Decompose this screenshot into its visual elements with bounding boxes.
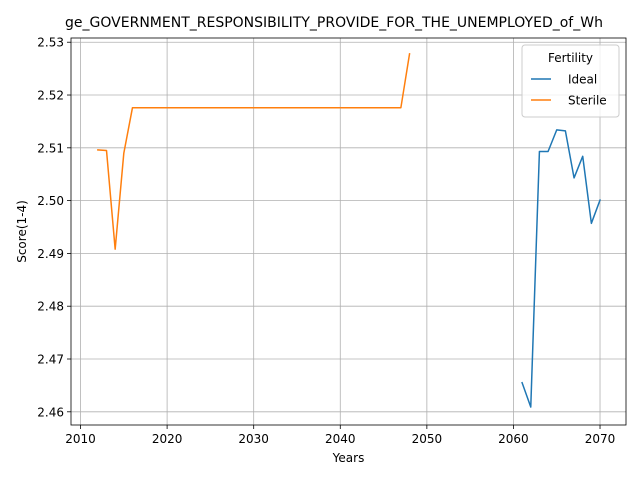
y-tick-label: 2.47 bbox=[37, 353, 64, 367]
series-lines bbox=[97, 52, 601, 408]
axes-frame bbox=[70, 37, 627, 426]
x-tick-label: 2030 bbox=[238, 432, 269, 446]
y-tick-label: 2.51 bbox=[37, 141, 64, 155]
series-line-ideal bbox=[521, 129, 601, 408]
y-axis-label: Score(1-4) bbox=[15, 200, 29, 263]
x-axis-ticks: 2010 2020 2030 2040 2050 2060 2070 bbox=[65, 425, 615, 446]
legend: Fertility Ideal Sterile bbox=[521, 44, 620, 118]
y-tick-label: 2.49 bbox=[37, 247, 64, 261]
y-tick-label: 2.48 bbox=[37, 300, 64, 314]
x-tick-label: 2040 bbox=[325, 432, 356, 446]
chart-title: ge_GOVERNMENT_RESPONSIBILITY_PROVIDE_FOR… bbox=[65, 15, 603, 31]
legend-label-ideal: Ideal bbox=[568, 73, 597, 87]
x-tick-label: 2070 bbox=[585, 432, 616, 446]
y-tick-label: 2.53 bbox=[37, 36, 64, 50]
x-axis-label: Years bbox=[332, 451, 365, 465]
x-tick-label: 2050 bbox=[412, 432, 443, 446]
axes bbox=[70, 37, 627, 426]
legend-box bbox=[521, 44, 620, 118]
y-tick-label: 2.52 bbox=[37, 89, 64, 103]
y-tick-label: 2.50 bbox=[37, 194, 64, 208]
x-tick-label: 2020 bbox=[152, 432, 183, 446]
grid-lines bbox=[71, 38, 626, 425]
x-tick-label: 2010 bbox=[65, 432, 96, 446]
series-line-sterile bbox=[97, 52, 411, 250]
legend-title: Fertility bbox=[548, 51, 593, 65]
y-tick-label: 2.46 bbox=[37, 405, 64, 419]
legend-label-sterile: Sterile bbox=[568, 94, 607, 108]
x-tick-label: 2060 bbox=[498, 432, 529, 446]
y-axis-ticks: 2.46 2.47 2.48 2.49 2.50 2.51 2.52 2.53 bbox=[37, 36, 71, 419]
